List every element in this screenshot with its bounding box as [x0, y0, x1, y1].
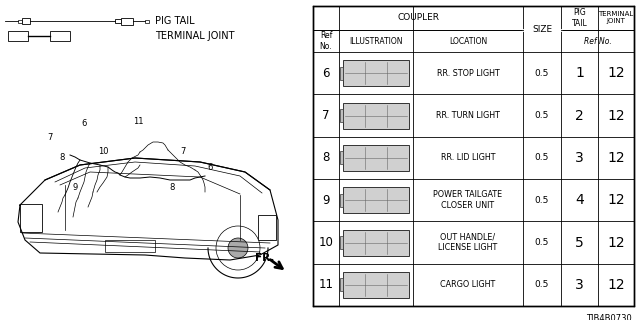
Text: 12: 12	[607, 278, 625, 292]
Text: 10: 10	[319, 236, 333, 249]
Bar	[313, 6, 634, 306]
Circle shape	[228, 238, 248, 258]
Bar	[121, 18, 133, 25]
Bar	[340, 109, 343, 122]
Bar	[18, 20, 22, 22]
Bar	[145, 20, 149, 22]
Bar	[343, 272, 409, 298]
Text: 3: 3	[575, 278, 584, 292]
Text: 6: 6	[207, 163, 212, 172]
Text: RR. TURN LIGHT: RR. TURN LIGHT	[436, 111, 500, 120]
Text: 4: 4	[575, 193, 584, 207]
Text: TERMINAL JOINT: TERMINAL JOINT	[155, 31, 234, 41]
Bar	[8, 31, 28, 41]
Bar	[343, 102, 409, 129]
Text: 0.5: 0.5	[535, 69, 549, 78]
Bar	[20, 204, 42, 232]
Text: 12: 12	[607, 193, 625, 207]
Text: 12: 12	[607, 236, 625, 250]
Bar	[340, 194, 343, 207]
Text: LOCATION: LOCATION	[449, 36, 487, 45]
Text: COUPLER: COUPLER	[397, 13, 439, 22]
Bar	[343, 60, 409, 86]
Text: OUT HANDLE/
LICENSE LIGHT: OUT HANDLE/ LICENSE LIGHT	[438, 233, 498, 252]
Bar	[340, 278, 343, 291]
Text: 9: 9	[72, 183, 77, 193]
Text: 7: 7	[323, 109, 330, 122]
Bar	[340, 151, 343, 164]
Text: 12: 12	[607, 151, 625, 165]
Text: PIG
TAIL: PIG TAIL	[572, 8, 588, 28]
Text: 11: 11	[132, 117, 143, 126]
Text: 1: 1	[575, 66, 584, 80]
Text: 0.5: 0.5	[535, 153, 549, 162]
Text: TJB4B0730: TJB4B0730	[586, 314, 632, 320]
Text: Ref
No.: Ref No.	[320, 31, 332, 51]
Text: RR. STOP LIGHT: RR. STOP LIGHT	[436, 69, 499, 78]
Text: 0.5: 0.5	[535, 280, 549, 289]
Text: 8: 8	[323, 151, 330, 164]
Text: 3: 3	[575, 151, 584, 165]
Text: 0.5: 0.5	[535, 238, 549, 247]
Bar	[343, 145, 409, 171]
Bar	[50, 31, 70, 41]
Text: 12: 12	[607, 66, 625, 80]
Text: 7: 7	[180, 148, 186, 156]
Text: CARGO LIGHT: CARGO LIGHT	[440, 280, 495, 289]
Text: TERMINAL
JOINT: TERMINAL JOINT	[598, 12, 634, 25]
Text: POWER TAILGATE
CLOSER UNIT: POWER TAILGATE CLOSER UNIT	[433, 190, 502, 210]
Text: ILLUSTRATION: ILLUSTRATION	[349, 36, 403, 45]
Text: 7: 7	[47, 132, 52, 141]
Text: 11: 11	[319, 278, 333, 291]
Text: Ref No.: Ref No.	[584, 36, 611, 45]
Bar	[105, 240, 155, 252]
Bar	[343, 229, 409, 255]
Bar	[340, 67, 343, 80]
Text: 6: 6	[81, 118, 86, 127]
Circle shape	[216, 226, 260, 270]
Text: 12: 12	[607, 108, 625, 123]
Text: 8: 8	[60, 153, 65, 162]
Bar	[115, 19, 121, 23]
Text: FR.: FR.	[255, 253, 275, 263]
Text: 2: 2	[575, 108, 584, 123]
Bar	[22, 18, 30, 24]
Bar	[258, 215, 276, 240]
Text: 8: 8	[170, 182, 175, 191]
Text: 10: 10	[98, 148, 108, 156]
Bar	[340, 236, 343, 249]
Text: PIG TAIL: PIG TAIL	[155, 16, 195, 26]
Text: 5: 5	[575, 236, 584, 250]
Text: RR. LID LIGHT: RR. LID LIGHT	[441, 153, 495, 162]
Text: 9: 9	[323, 194, 330, 207]
Text: 0.5: 0.5	[535, 111, 549, 120]
Bar	[343, 187, 409, 213]
Text: 6: 6	[323, 67, 330, 80]
Text: SIZE: SIZE	[532, 25, 552, 34]
Text: 0.5: 0.5	[535, 196, 549, 205]
